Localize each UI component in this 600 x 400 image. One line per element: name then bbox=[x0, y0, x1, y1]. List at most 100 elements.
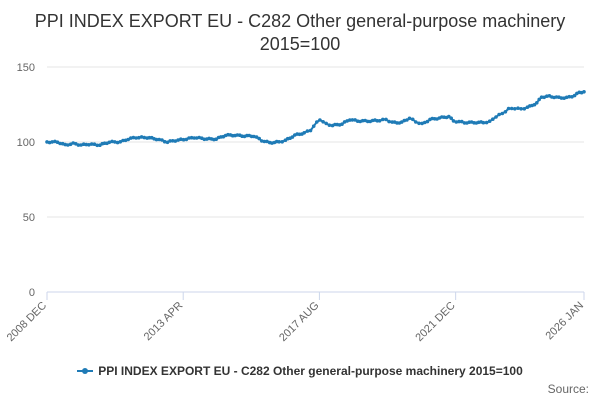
source-label: Source: bbox=[547, 382, 589, 396]
data-point bbox=[89, 142, 94, 146]
data-point bbox=[381, 117, 385, 122]
data-point bbox=[559, 96, 564, 100]
data-point bbox=[494, 115, 498, 119]
data-point bbox=[87, 143, 91, 147]
data-point bbox=[582, 90, 586, 94]
data-point bbox=[76, 143, 81, 147]
x-axis-tick-marks bbox=[46, 292, 585, 300]
data-point bbox=[137, 135, 141, 140]
data-point bbox=[405, 118, 409, 122]
data-point bbox=[154, 137, 159, 142]
data-point bbox=[134, 136, 138, 140]
data-point bbox=[522, 107, 527, 111]
data-point bbox=[121, 138, 125, 143]
data-point bbox=[410, 117, 415, 122]
data-point bbox=[115, 140, 120, 145]
x-axis-tick-labels: 2008 DEC 2013 APR 2017 AUG 2021 DEC 2026 JAN bbox=[5, 300, 586, 344]
data-point bbox=[280, 140, 285, 144]
data-point bbox=[290, 135, 295, 139]
data-point bbox=[265, 139, 269, 144]
data-point bbox=[407, 116, 412, 121]
data-point bbox=[58, 141, 62, 146]
data-point bbox=[384, 117, 388, 122]
data-point bbox=[162, 139, 167, 144]
x-tick-label: 2008 DEC bbox=[5, 300, 49, 344]
y-axis-tick-labels: 0 50 100 150 bbox=[17, 62, 35, 299]
legend-series-label: PPI INDEX EXPORT EU - C282 Other general… bbox=[98, 364, 523, 378]
data-point bbox=[457, 119, 461, 124]
data-point bbox=[460, 119, 464, 124]
y-tick-label: 0 bbox=[29, 287, 35, 299]
chart-title: PPI INDEX EXPORT EU - C282 Other general… bbox=[34, 11, 566, 54]
data-point bbox=[113, 140, 117, 144]
y-tick-label: 150 bbox=[17, 62, 35, 74]
data-point bbox=[348, 118, 352, 122]
data-point bbox=[179, 137, 183, 141]
data-point bbox=[519, 107, 523, 111]
data-point bbox=[513, 107, 517, 111]
data-point bbox=[118, 140, 123, 144]
data-point bbox=[387, 119, 391, 124]
data-point bbox=[481, 120, 486, 125]
data-point bbox=[308, 128, 313, 133]
data-point bbox=[484, 120, 489, 125]
data-point bbox=[257, 136, 262, 141]
data-point bbox=[414, 120, 418, 124]
series-layer bbox=[45, 90, 586, 148]
data-point bbox=[509, 106, 514, 111]
data-point bbox=[181, 137, 186, 142]
data-point bbox=[277, 140, 281, 144]
data-point bbox=[262, 139, 267, 144]
data-point bbox=[454, 120, 459, 124]
data-point bbox=[497, 112, 501, 117]
data-point bbox=[572, 93, 577, 98]
data-point bbox=[491, 117, 495, 121]
series-line-0 bbox=[46, 90, 585, 147]
data-point bbox=[537, 97, 541, 102]
data-point bbox=[377, 119, 382, 123]
data-point bbox=[110, 139, 114, 144]
data-point bbox=[176, 138, 180, 142]
data-point bbox=[84, 142, 89, 147]
data-point bbox=[142, 135, 147, 140]
data-point bbox=[535, 101, 539, 105]
data-point bbox=[350, 118, 355, 122]
data-point bbox=[449, 116, 454, 120]
legend-series-marker-icon bbox=[77, 367, 94, 375]
legend[interactable]: PPI INDEX EXPORT EU - C282 Other general… bbox=[0, 364, 600, 378]
data-point bbox=[451, 119, 456, 123]
data-point bbox=[131, 135, 136, 140]
data-point bbox=[79, 143, 83, 147]
data-point bbox=[187, 136, 191, 140]
x-tick-label: 2026 JAN bbox=[543, 300, 586, 343]
data-point bbox=[500, 111, 505, 116]
data-point bbox=[254, 135, 259, 139]
data-point bbox=[189, 135, 194, 140]
data-point bbox=[503, 110, 508, 114]
data-point bbox=[92, 142, 97, 146]
data-point bbox=[318, 118, 322, 122]
x-tick-label: 2017 AUG bbox=[277, 300, 321, 344]
data-point bbox=[567, 94, 572, 99]
data-point bbox=[192, 136, 196, 140]
y-tick-label: 100 bbox=[17, 137, 35, 149]
x-tick-label: 2021 DEC bbox=[413, 300, 457, 344]
data-point bbox=[173, 139, 178, 143]
data-point bbox=[302, 131, 307, 135]
data-point bbox=[487, 119, 492, 123]
data-point bbox=[50, 140, 54, 144]
data-point bbox=[252, 134, 256, 139]
x-tick-label: 2013 APR bbox=[142, 300, 186, 344]
data-point bbox=[324, 121, 329, 126]
gridlines bbox=[47, 66, 584, 218]
data-point bbox=[139, 135, 144, 139]
data-point bbox=[506, 106, 511, 111]
data-point bbox=[107, 140, 112, 145]
data-point bbox=[160, 138, 164, 142]
data-point bbox=[516, 106, 520, 110]
data-point bbox=[66, 143, 70, 147]
data-point bbox=[327, 123, 332, 127]
data-point bbox=[425, 119, 430, 124]
data-point bbox=[539, 95, 544, 99]
